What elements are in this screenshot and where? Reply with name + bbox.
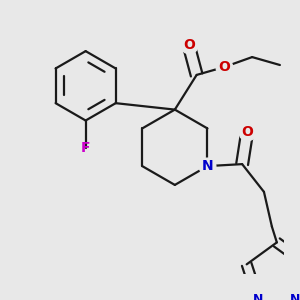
Text: F: F bbox=[81, 141, 90, 155]
Text: O: O bbox=[241, 125, 253, 140]
Text: O: O bbox=[183, 38, 195, 52]
Text: N: N bbox=[290, 293, 300, 300]
Text: N: N bbox=[202, 159, 213, 173]
Text: N: N bbox=[253, 293, 263, 300]
Text: O: O bbox=[218, 60, 230, 74]
